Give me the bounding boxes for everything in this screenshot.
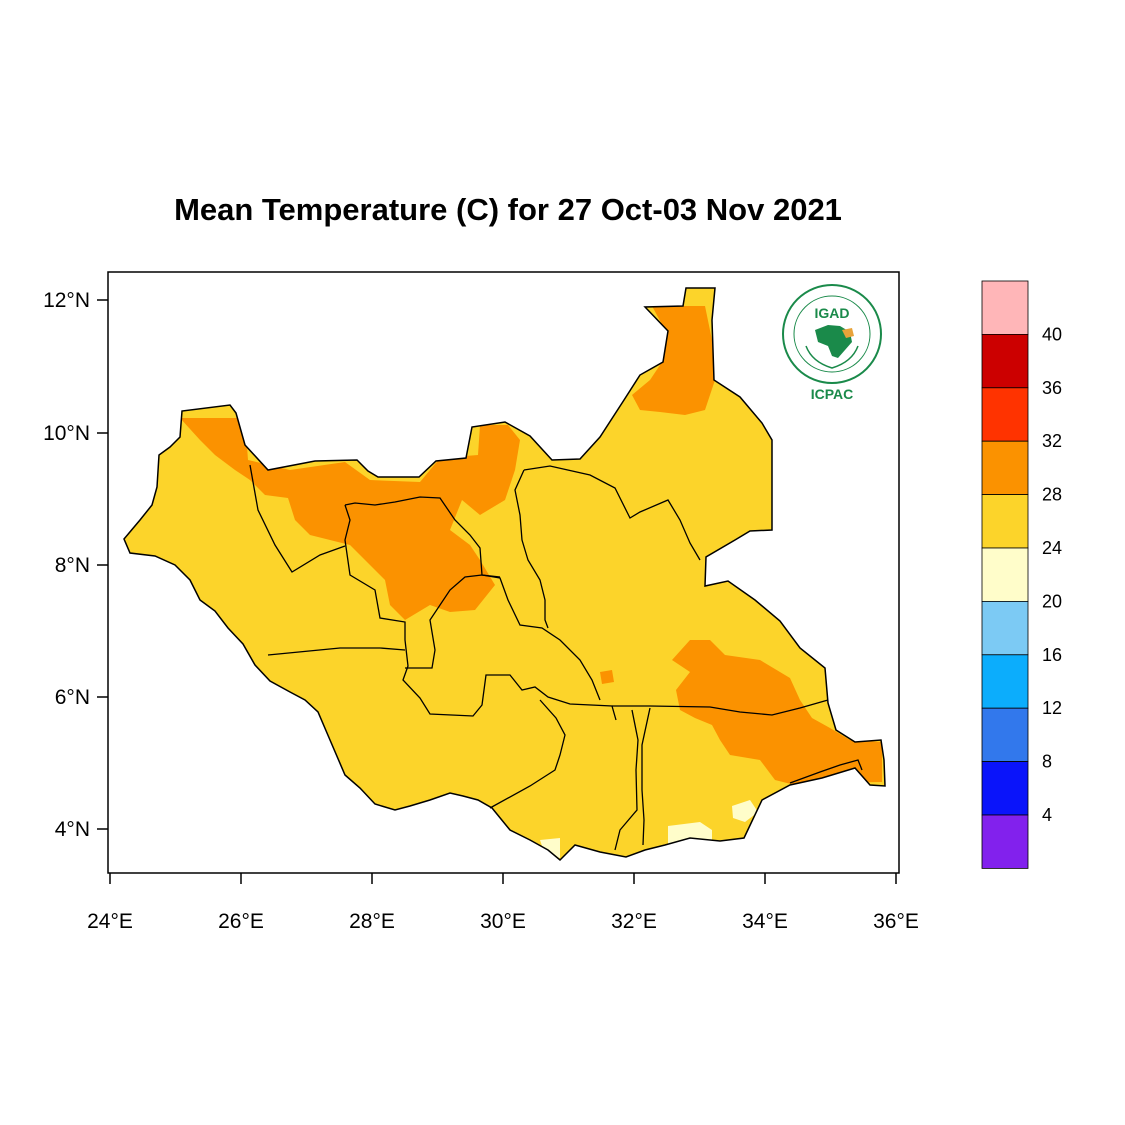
africa-map-icon [815, 325, 852, 358]
lon-label: 24°E [87, 910, 133, 933]
band-28-32-east [672, 640, 882, 785]
colorbar-label: 36 [1042, 378, 1062, 398]
colorbar-swatch [981, 761, 1029, 816]
colorbar-label: 40 [1042, 324, 1062, 344]
laurel-icon [805, 345, 859, 369]
logo-icpac-text: ICPAC [811, 386, 854, 402]
lat-label: 8°N [55, 554, 90, 577]
colorbar-label: 12 [1042, 698, 1062, 718]
colorbar-label: 32 [1042, 431, 1062, 451]
colorbar-label: 28 [1042, 485, 1062, 505]
colorbar-swatch [981, 547, 1029, 602]
lat-label: 6°N [55, 686, 90, 709]
lon-label: 30°E [480, 910, 526, 933]
colorbar-swatch [981, 387, 1029, 442]
igad-region-icon [842, 328, 854, 338]
logo-igad-text: IGAD [815, 305, 850, 321]
colorbar-swatch [981, 814, 1029, 869]
map-title: Mean Temperature (C) for 27 Oct-03 Nov 2… [174, 192, 842, 227]
colorbar-swatch [981, 654, 1029, 709]
colorbar-label: 16 [1042, 645, 1062, 665]
axis-ticks [97, 299, 897, 884]
latitude-labels: 12°N 10°N 8°N 6°N 4°N [43, 289, 90, 841]
lat-label: 10°N [43, 422, 90, 445]
igad-icpac-logo: IGAD ICPAC [782, 284, 882, 402]
band-20-24-southeast [732, 800, 758, 822]
colorbar-label: 4 [1042, 805, 1052, 825]
lat-label: 4°N [55, 818, 90, 841]
state-boundaries [249, 464, 863, 851]
colorbar-swatch [981, 280, 1029, 335]
band-28-32-northeast [632, 306, 715, 415]
colorbar: 40 36 32 28 24 20 16 12 8 4 [981, 280, 1062, 869]
lon-label: 36°E [873, 910, 919, 933]
band-28-32-spot [600, 670, 614, 684]
colorbar-label: 24 [1042, 538, 1062, 558]
colorbar-label: 8 [1042, 752, 1052, 772]
lon-label: 34°E [742, 910, 788, 933]
colorbar-label: 20 [1042, 591, 1062, 611]
colorbar-swatch [981, 440, 1029, 496]
longitude-labels: 24°E 26°E 28°E 30°E 32°E 34°E 36°E [87, 910, 919, 933]
colorbar-swatch [981, 707, 1029, 763]
lon-label: 26°E [218, 910, 264, 933]
lon-label: 32°E [611, 910, 657, 933]
logo-inner-ring [793, 295, 871, 373]
colorbar-swatch [981, 333, 1029, 389]
colorbar-swatch [981, 494, 1029, 549]
lat-label: 12°N [43, 289, 90, 312]
lon-label: 28°E [349, 910, 395, 933]
colorbar-swatch [981, 601, 1029, 656]
